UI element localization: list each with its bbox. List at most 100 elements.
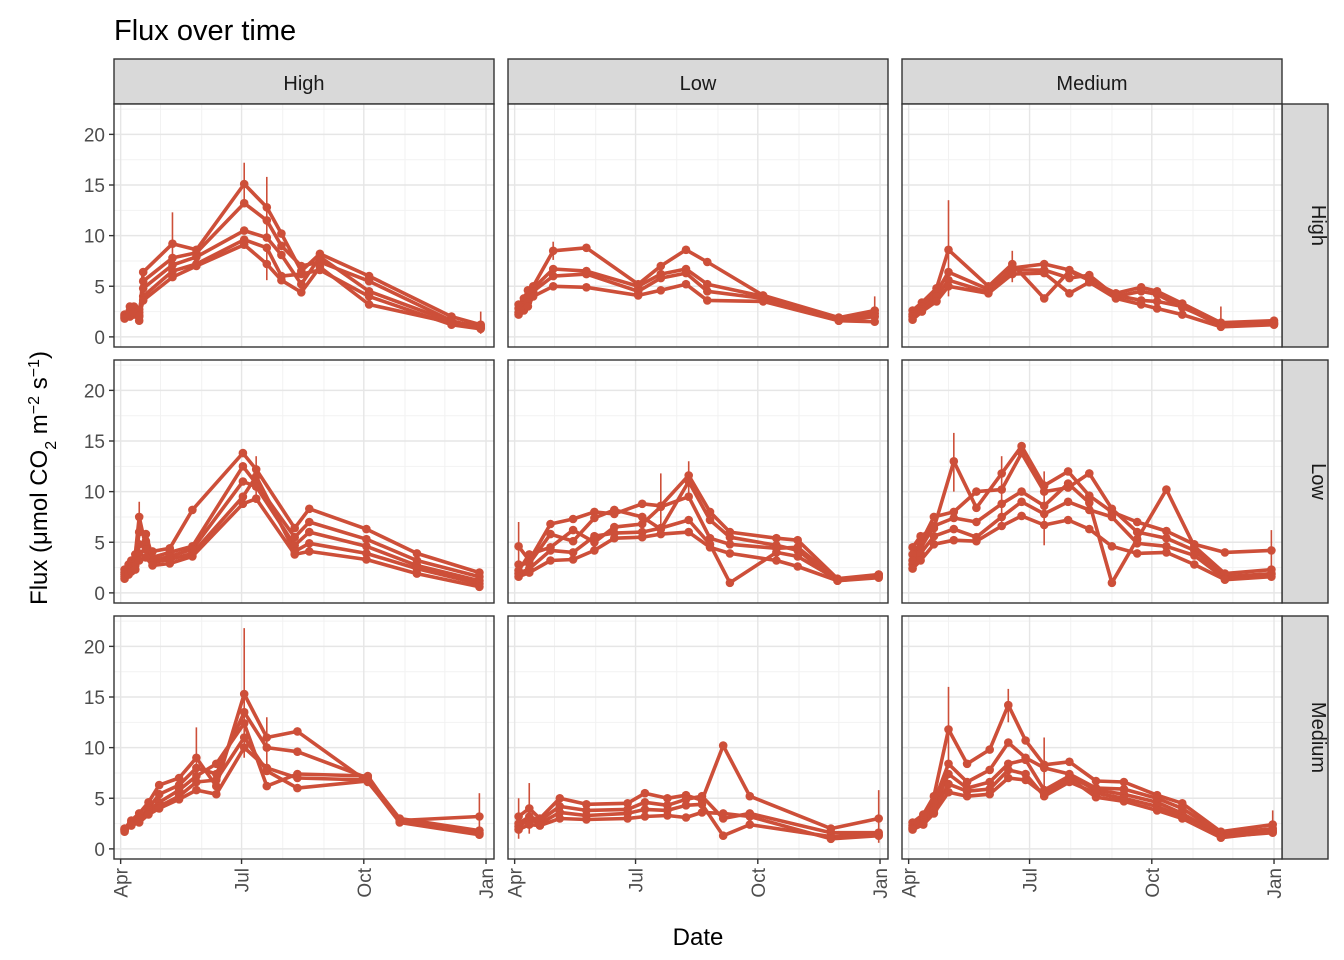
data-point	[949, 524, 959, 534]
data-point	[239, 707, 249, 717]
data-point	[656, 529, 666, 539]
data-point	[546, 529, 555, 539]
data-point	[1107, 542, 1117, 551]
x-tick-label: Jul	[233, 868, 254, 892]
panel-3: 0 5 10 15 20	[84, 359, 495, 605]
data-point	[293, 747, 302, 756]
data-point	[362, 542, 371, 551]
data-point	[623, 814, 632, 823]
data-point	[1152, 304, 1162, 313]
data-point	[168, 253, 177, 263]
data-point	[1063, 467, 1073, 476]
data-point	[447, 318, 456, 328]
data-point	[929, 791, 939, 801]
data-point	[1269, 320, 1279, 330]
panel-background	[508, 104, 888, 347]
facet-strip-col-label-2: Medium	[1056, 73, 1127, 95]
data-point	[297, 269, 306, 279]
data-point	[1021, 769, 1030, 779]
data-point	[134, 818, 144, 827]
y-axis-title-sub: 2	[43, 441, 60, 450]
data-point	[1004, 765, 1013, 775]
data-point	[134, 540, 144, 549]
data-point	[514, 560, 523, 569]
facet-strip-col-label-1: Low	[680, 73, 717, 95]
data-point	[917, 307, 927, 316]
data-point	[1008, 269, 1017, 279]
data-point	[590, 513, 599, 523]
data-point	[582, 243, 591, 253]
data-point	[929, 521, 939, 531]
data-point	[1107, 578, 1117, 588]
data-point	[590, 546, 599, 555]
data-point	[525, 804, 534, 813]
data-point	[297, 288, 306, 297]
data-point	[154, 804, 164, 813]
data-point	[239, 743, 249, 752]
data-point	[705, 533, 715, 543]
data-point	[277, 229, 286, 238]
data-point	[944, 275, 953, 285]
x-tick-label: Apr	[112, 867, 133, 897]
data-point	[656, 523, 666, 533]
data-point	[758, 297, 768, 306]
data-point	[637, 532, 647, 542]
y-axis-title-mid2: s	[26, 377, 53, 396]
facet-strip-row-label-2: Medium	[1307, 702, 1329, 773]
facet-strip-col-label-0: High	[283, 73, 324, 95]
data-point	[1119, 777, 1129, 787]
data-point	[725, 532, 735, 542]
data-point	[364, 276, 374, 286]
data-point	[1021, 755, 1030, 765]
panel-border	[507, 359, 889, 604]
y-axis-title: Flux (μmol CO2 m−2 s−1)	[26, 351, 60, 605]
data-point	[212, 775, 221, 785]
data-point	[138, 267, 148, 277]
data-point	[148, 561, 157, 570]
data-point	[582, 283, 591, 292]
data-point	[684, 527, 693, 537]
data-point	[305, 547, 314, 556]
data-point	[582, 800, 591, 809]
data-point	[725, 549, 735, 558]
data-point	[514, 825, 523, 834]
data-point	[239, 733, 249, 742]
data-point	[1039, 481, 1049, 490]
data-point	[985, 789, 994, 799]
y-tick-label: 20	[84, 381, 105, 402]
data-point	[131, 565, 140, 574]
data-point	[239, 689, 249, 699]
data-point	[985, 777, 994, 787]
data-point	[290, 541, 300, 550]
data-point	[277, 275, 286, 285]
data-point	[251, 472, 261, 481]
data-point	[633, 291, 643, 300]
data-point	[1178, 310, 1187, 319]
data-point	[681, 795, 691, 804]
data-point	[962, 759, 972, 769]
data-point	[555, 802, 565, 811]
data-point	[772, 556, 781, 565]
data-point	[972, 487, 981, 496]
facet-strip-row-1	[1281, 359, 1329, 604]
data-point	[1162, 533, 1171, 543]
data-point	[362, 549, 371, 558]
data-point	[141, 545, 151, 554]
data-point	[262, 733, 272, 742]
x-tick-label: Jan	[871, 868, 892, 899]
data-point	[705, 507, 715, 517]
data-point	[1085, 277, 1094, 287]
data-point	[1216, 833, 1226, 842]
data-point	[1162, 542, 1171, 551]
data-point	[239, 198, 249, 208]
data-point	[535, 821, 545, 830]
facet-grid: High Low Medium High Low Medium 0 5 10 15 20 0 5 10 15…	[84, 58, 1329, 899]
data-point	[745, 820, 755, 829]
data-point	[590, 538, 599, 547]
data-point	[697, 800, 707, 809]
data-point	[916, 531, 925, 541]
data-point	[1065, 757, 1074, 767]
data-point	[1063, 515, 1073, 525]
data-point	[684, 515, 693, 525]
y-tick-label: 10	[84, 483, 105, 504]
